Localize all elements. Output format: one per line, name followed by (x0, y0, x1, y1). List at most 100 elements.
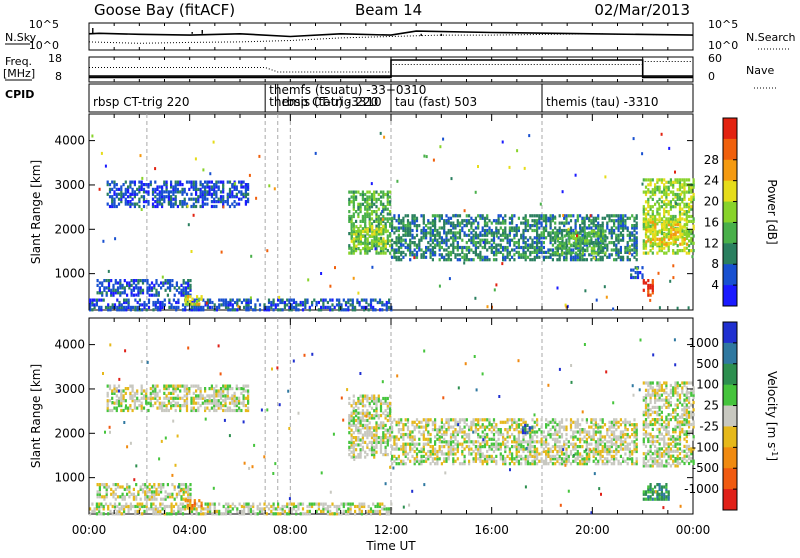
velocity-cell (402, 423, 404, 426)
power-cell (636, 231, 638, 234)
power-cell (134, 299, 136, 302)
velocity-cell (353, 395, 355, 398)
velocity-cell (91, 503, 93, 506)
cpid-segment-label: themis (tau) -3310 (546, 95, 659, 109)
power-cell (624, 214, 626, 217)
power-cell (380, 237, 382, 240)
velocity-cell (153, 483, 155, 486)
power-scatter-cell (674, 171, 676, 174)
power-cell (543, 214, 545, 217)
power-cell (127, 195, 129, 198)
power-cell (507, 246, 509, 249)
power-cell (598, 242, 600, 245)
power-cell (663, 200, 665, 203)
velocity-cell (414, 426, 416, 429)
power-cell (146, 286, 148, 289)
power-cell (110, 279, 112, 282)
velocity-cell (418, 443, 420, 446)
power-cell (238, 198, 240, 201)
power-cell (681, 183, 683, 186)
power-cell (113, 198, 115, 201)
velocity-cell (222, 399, 224, 402)
power-scatter-cell (554, 216, 556, 219)
velocity-cell (170, 402, 172, 405)
power-scatter-cell (606, 296, 608, 299)
power-cell (608, 253, 610, 256)
power-cell (348, 232, 350, 235)
power-cell (124, 279, 126, 282)
power-cell (123, 183, 125, 186)
velocity-cell (177, 402, 179, 405)
power-cell (572, 229, 574, 232)
power-cell (663, 220, 665, 223)
power-cell (172, 198, 174, 201)
velocity-cell (147, 402, 149, 405)
power-cell (387, 234, 389, 237)
power-cell (202, 306, 204, 309)
velocity-cell (160, 483, 162, 486)
power-cell (129, 181, 131, 184)
power-cell (593, 217, 595, 220)
power-colorbar-swatch (723, 181, 737, 202)
power-cell (552, 248, 554, 251)
power-cell (681, 198, 683, 201)
power-scatter-cell (433, 159, 435, 162)
power-cell (195, 205, 197, 208)
noise-panel-frame (89, 23, 693, 50)
velocity-cell (189, 493, 191, 496)
power-cell (133, 286, 135, 289)
velocity-cell (340, 503, 342, 506)
power-cell (382, 203, 384, 206)
power-cell (152, 308, 154, 311)
power-cell (250, 306, 252, 309)
power-cell (672, 205, 674, 208)
power-cell (565, 239, 567, 242)
velocity-cell (382, 397, 384, 400)
power-cell (152, 301, 154, 304)
power-cell (172, 185, 174, 188)
power-cell (534, 236, 536, 239)
power-cell (668, 228, 670, 231)
power-cell (387, 230, 389, 233)
power-cell (420, 236, 422, 239)
power-cell (389, 222, 391, 225)
velocity-cell (361, 503, 363, 506)
velocity-cell (434, 418, 436, 421)
power-cell (631, 214, 633, 217)
velocity-cell (279, 512, 281, 515)
velocity-cell (454, 448, 456, 451)
power-cell (668, 193, 670, 196)
power-cell (541, 241, 543, 244)
velocity-cell (355, 443, 357, 446)
power-cell (353, 237, 355, 240)
power-cell (513, 241, 515, 244)
power-cell (606, 214, 608, 217)
power-cell (633, 224, 635, 227)
power-cell (119, 279, 121, 282)
power-cell (142, 279, 144, 282)
velocity-cell (136, 389, 138, 392)
velocity-cell (193, 392, 195, 395)
velocity-cell (368, 510, 370, 513)
velocity-cell (171, 503, 173, 506)
power-cell (631, 244, 633, 247)
velocity-cell (142, 483, 144, 486)
power-cell (145, 200, 147, 203)
power-cell (364, 205, 366, 208)
power-cell (236, 203, 238, 206)
velocity-cell (184, 399, 186, 402)
power-cell (165, 279, 167, 282)
velocity-cell (146, 485, 148, 488)
velocity-cell (430, 445, 432, 448)
power-cell (656, 186, 658, 189)
power-cell (381, 308, 383, 311)
power-cell (297, 308, 299, 311)
velocity-cell (430, 438, 432, 441)
velocity-cell (170, 385, 172, 388)
velocity-cell (464, 418, 466, 421)
power-cell (484, 229, 486, 232)
velocity-cell (450, 426, 452, 429)
velocity-cell (380, 436, 382, 439)
power-cell (529, 224, 531, 227)
power-scatter-cell (380, 132, 382, 135)
